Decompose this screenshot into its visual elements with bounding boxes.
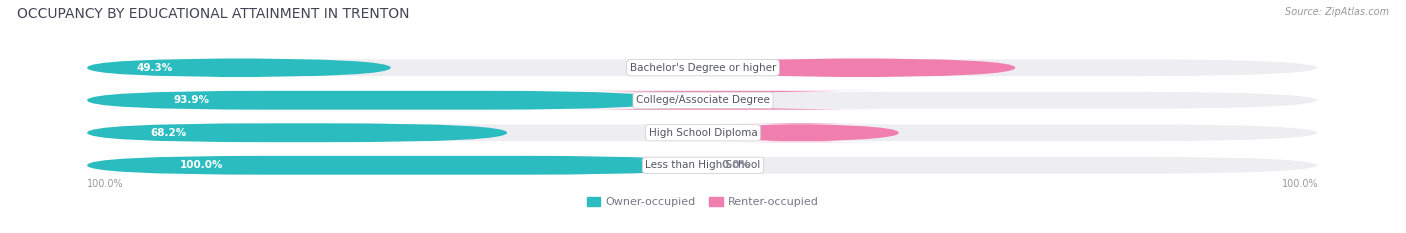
Text: Bachelor's Degree or higher: Bachelor's Degree or higher xyxy=(630,63,776,73)
FancyBboxPatch shape xyxy=(87,123,508,142)
Text: 100.0%: 100.0% xyxy=(1282,179,1319,189)
FancyBboxPatch shape xyxy=(87,156,703,175)
FancyBboxPatch shape xyxy=(87,156,1319,175)
Text: 100.0%: 100.0% xyxy=(87,179,124,189)
Text: Less than High School: Less than High School xyxy=(645,160,761,170)
FancyBboxPatch shape xyxy=(87,58,391,77)
FancyBboxPatch shape xyxy=(87,58,1319,77)
Text: 49.3%: 49.3% xyxy=(136,63,173,73)
Text: 0.0%: 0.0% xyxy=(721,160,751,170)
Text: 100.0%: 100.0% xyxy=(180,160,224,170)
Text: 68.2%: 68.2% xyxy=(150,128,187,138)
Text: 93.9%: 93.9% xyxy=(174,95,209,105)
Text: Source: ZipAtlas.com: Source: ZipAtlas.com xyxy=(1285,7,1389,17)
Text: OCCUPANCY BY EDUCATIONAL ATTAINMENT IN TRENTON: OCCUPANCY BY EDUCATIONAL ATTAINMENT IN T… xyxy=(17,7,409,21)
FancyBboxPatch shape xyxy=(703,58,1015,77)
FancyBboxPatch shape xyxy=(562,91,882,110)
Text: College/Associate Degree: College/Associate Degree xyxy=(636,95,770,105)
Text: High School Diploma: High School Diploma xyxy=(648,128,758,138)
FancyBboxPatch shape xyxy=(87,123,1319,142)
FancyBboxPatch shape xyxy=(87,91,1319,110)
FancyBboxPatch shape xyxy=(703,123,898,142)
Legend: Owner-occupied, Renter-occupied: Owner-occupied, Renter-occupied xyxy=(582,192,824,212)
FancyBboxPatch shape xyxy=(87,91,665,110)
